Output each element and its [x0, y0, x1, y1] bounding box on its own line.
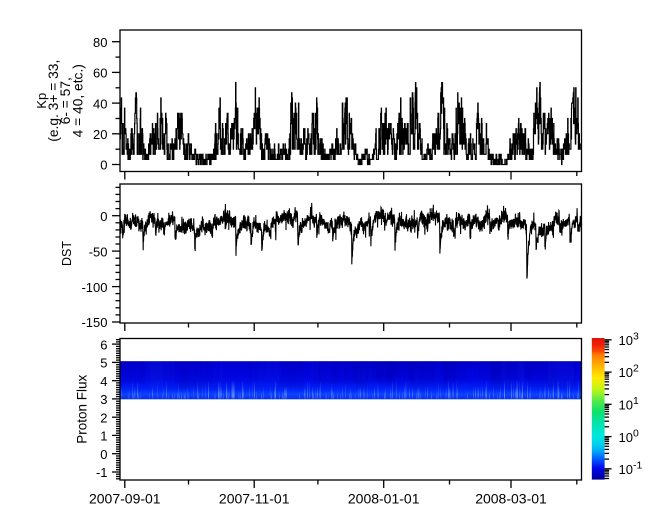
svg-text:2008-01-01: 2008-01-01	[348, 491, 420, 507]
svg-text:3: 3	[100, 392, 107, 407]
svg-text:6: 6	[100, 337, 107, 352]
svg-text:DST: DST	[60, 241, 74, 266]
svg-text:20: 20	[93, 127, 107, 142]
svg-text:-1: -1	[96, 465, 108, 480]
svg-text:80: 80	[93, 35, 107, 50]
svg-text:0: 0	[100, 209, 107, 224]
svg-text:(e.g. 3+ = 33,: (e.g. 3+ = 33,	[46, 60, 61, 142]
svg-text:6- = 57,: 6- = 57,	[58, 77, 73, 124]
svg-text:5: 5	[100, 356, 107, 371]
svg-text:60: 60	[93, 66, 107, 81]
svg-text:-50: -50	[89, 244, 108, 259]
svg-text:Kp: Kp	[34, 93, 49, 109]
svg-text:2008-03-01: 2008-03-01	[475, 491, 547, 507]
svg-text:Proton Flux: Proton Flux	[75, 374, 90, 443]
svg-text:2007-09-01: 2007-09-01	[89, 491, 161, 507]
svg-text:4 = 40, etc.): 4 = 40, etc.)	[70, 64, 85, 137]
svg-text:2007-11-01: 2007-11-01	[219, 491, 290, 507]
svg-text:2: 2	[100, 410, 107, 425]
svg-text:0: 0	[100, 447, 107, 462]
svg-text:0: 0	[100, 158, 107, 173]
svg-text:1: 1	[100, 429, 107, 444]
svg-text:-150: -150	[81, 315, 107, 330]
svg-text:4: 4	[100, 374, 107, 389]
svg-text:-100: -100	[81, 280, 107, 295]
svg-text:40: 40	[93, 96, 107, 111]
